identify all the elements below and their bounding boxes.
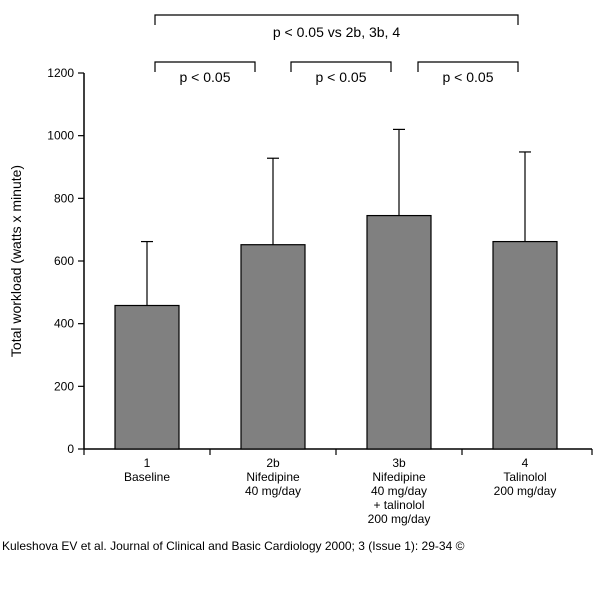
category-label: 1 Baseline bbox=[124, 456, 170, 484]
y-tick-label: 800 bbox=[54, 191, 74, 205]
pair-significance-bracket bbox=[154, 61, 256, 72]
bar bbox=[366, 214, 432, 450]
category-label: 4 Talinolol 200 mg/day bbox=[494, 456, 557, 498]
y-tick-label: 600 bbox=[54, 254, 74, 268]
citation-caption: Kuleshova EV et al. Journal of Clinical … bbox=[2, 539, 465, 553]
bar bbox=[492, 240, 558, 450]
bar bbox=[114, 304, 180, 450]
y-axis-title: Total workload (watts x minute) bbox=[8, 165, 24, 357]
pair-significance-bracket-label: p < 0.05 bbox=[316, 69, 367, 85]
y-tick-label: 400 bbox=[54, 317, 74, 331]
overall-significance-bracket-label: p < 0.05 vs 2b, 3b, 4 bbox=[273, 24, 400, 40]
y-tick-label: 0 bbox=[67, 442, 74, 456]
y-tick-label: 200 bbox=[54, 379, 74, 393]
category-label: 2b Nifedipine 40 mg/day bbox=[245, 456, 301, 498]
pair-significance-bracket bbox=[290, 61, 392, 72]
pair-significance-bracket-label: p < 0.05 bbox=[180, 69, 231, 85]
pair-significance-bracket-label: p < 0.05 bbox=[443, 69, 494, 85]
plot-area: 0 200 400 600 800 1000 1200 1 Baseline 2b Nifedipi… bbox=[47, 66, 593, 526]
pair-significance-bracket bbox=[417, 61, 519, 72]
y-tick-label: 1000 bbox=[47, 129, 74, 143]
category-label: 3b Nifedipine 40 mg/day + talinolol 200 mg/d… bbox=[368, 456, 431, 526]
bar bbox=[240, 244, 306, 450]
y-tick-label: 1200 bbox=[47, 66, 74, 80]
significance-brackets: p < 0.05 vs 2b, 3b, 4 p < 0.05 p < 0.05 p <… bbox=[154, 14, 519, 85]
overall-significance-bracket bbox=[154, 14, 519, 25]
